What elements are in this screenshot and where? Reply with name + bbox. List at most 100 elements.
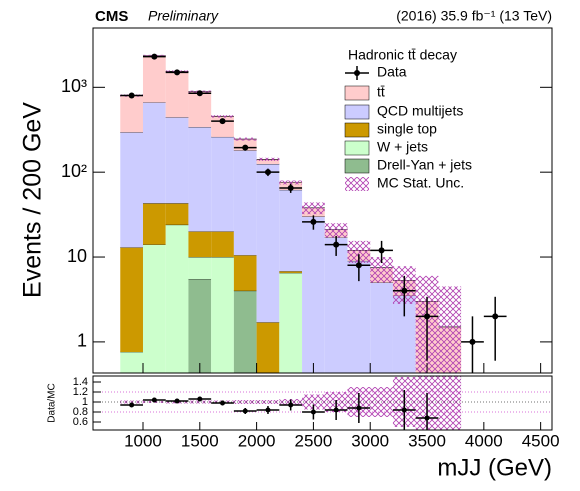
legend-title: Hadronic tt̄ decay [348,47,457,63]
histogram-segment [120,95,143,133]
x-tick-label: 1000 [124,431,162,450]
legend-marker [354,70,360,76]
data-point [424,313,431,320]
data-point [151,53,158,60]
main-plot [120,53,507,373]
histogram-segment [142,55,166,103]
histogram-segment [233,290,257,373]
histogram-segment [165,224,189,373]
legend-swatch [345,177,369,191]
ratio-y-tick-label: 1 [82,396,88,408]
legend-label: single top [377,121,437,137]
histogram-segment [211,257,234,373]
ratio-frame [92,375,553,431]
ratio-point [174,398,180,404]
lumi: (2016) 35.9 fb⁻¹ (13 TeV) [396,8,552,24]
legend-swatch [344,140,370,156]
data-point [469,338,476,345]
histogram-segment [233,255,257,291]
x-tick-label: 1500 [181,431,219,450]
experiment: CMS [95,8,128,25]
uncertainty-band [233,137,257,141]
ratio-point [333,407,339,413]
ratio-point [356,405,362,411]
data-point [128,92,135,99]
histogram-segment [347,260,371,373]
ratio-uncertainty [120,400,143,404]
histogram-segment [165,117,189,204]
histogram-segment [256,159,280,165]
ratio-plot [93,376,552,430]
data-point [287,185,294,192]
ratio-point [242,408,248,414]
ratio-point [424,415,430,421]
uncertainty-band [438,286,462,373]
data-point [264,169,271,176]
ratio-point [197,396,203,402]
data-point [355,262,362,269]
ratio-uncertainty [302,394,325,410]
histogram-segment [120,132,143,248]
ratio-y-tick-label: 1.4 [73,376,88,388]
histogram-segment [211,231,234,258]
uncertainty-band [347,240,371,264]
uncertainty-band [256,157,280,161]
ratio-y-tick-label: 1.2 [73,386,88,398]
ratio-point [129,402,135,408]
main-frame [92,27,553,374]
histogram-segment [188,91,212,128]
legend-label: Data [377,64,407,80]
histogram-segment [142,244,166,373]
histogram-segment [370,282,393,373]
y-tick-label: 10 [67,246,87,266]
histogram-segment [120,352,143,373]
histogram-segment [211,136,234,232]
histogram-segment [392,295,416,373]
histogram-segment [256,164,280,323]
histogram-segment [165,71,189,118]
uncertainty-band [302,202,325,215]
data-point [401,287,408,294]
histogram-segment [233,150,257,256]
uncertainty-band [279,180,303,185]
x-tick-label: 2000 [238,431,276,450]
histogram-segment [279,272,303,373]
histogram-segment [188,257,212,280]
legend-swatch [344,122,370,138]
histogram-segment [279,271,303,273]
x-tick-label: 4500 [522,431,560,450]
legend-label: tt̄ [377,84,385,100]
uncertainty-band [370,257,393,283]
histogram-segment [324,237,348,373]
histogram-segment [142,203,166,245]
histogram-segment [188,127,212,232]
legend-swatch [344,158,370,174]
uncertainty-band [211,115,234,118]
data-point [242,144,249,151]
x-tick-label: 2500 [294,431,332,450]
ratio-axis-label: Data/MC [47,383,58,422]
histogram-segment [165,203,189,225]
data-point [219,118,226,125]
uncertainty-band [324,223,348,238]
y-tick-label: 10² [61,161,87,181]
x-tick-label: 3500 [408,431,446,450]
ratio-y-tick-label: 0.8 [73,406,88,418]
y-tick-label: 1 [77,331,87,351]
ratio-y-tick-label: 0.6 [73,416,88,428]
histogram-segment [188,279,212,373]
ratio-uncertainty [438,376,462,430]
histogram-segment [142,102,166,204]
legend-label: MC Stat. Unc. [377,175,464,191]
data-point [196,90,203,97]
ratio-point [288,402,294,408]
histogram-segment [279,189,303,272]
ratio-point [220,400,226,406]
status: Preliminary [148,8,219,24]
legend-swatch [344,104,370,120]
ratio-point [310,409,316,415]
data-point [492,313,499,320]
axes: 1 10 10² 10³ Data tt̄ QCD multijets single top W… [61,27,560,450]
data-point [174,69,181,76]
